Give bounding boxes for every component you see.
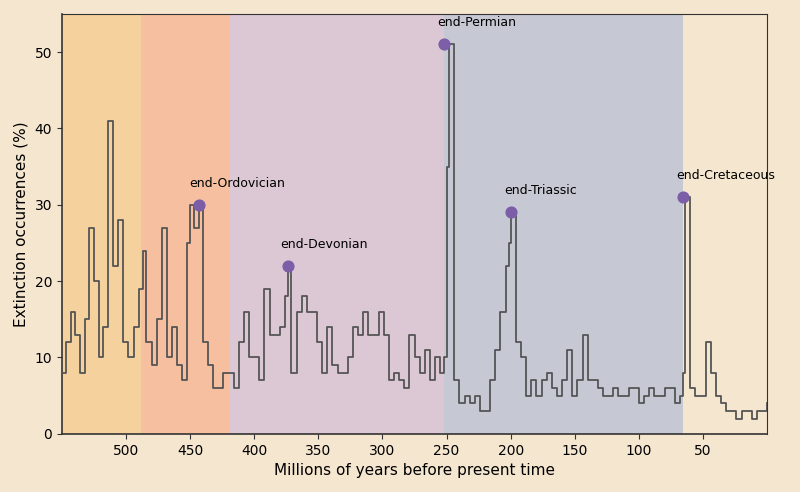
Text: end-Cretaceous: end-Cretaceous (676, 169, 775, 182)
X-axis label: Millions of years before present time: Millions of years before present time (274, 463, 555, 478)
Point (193, 201, 206, 209)
Point (438, 40, 450, 48)
Point (504, 209, 517, 216)
Point (281, 262, 294, 270)
Text: end-Permian: end-Permian (438, 16, 517, 29)
Bar (142, 14, 230, 434)
Text: end-Triassic: end-Triassic (504, 184, 577, 197)
Bar (444, 14, 682, 434)
Bar (62, 14, 142, 434)
Text: end-Ordovician: end-Ordovician (189, 177, 285, 189)
Bar (230, 14, 444, 434)
Y-axis label: Extinction occurrences (%): Extinction occurrences (%) (14, 121, 29, 327)
Text: end-Devonian: end-Devonian (280, 238, 367, 250)
Point (676, 193, 689, 201)
